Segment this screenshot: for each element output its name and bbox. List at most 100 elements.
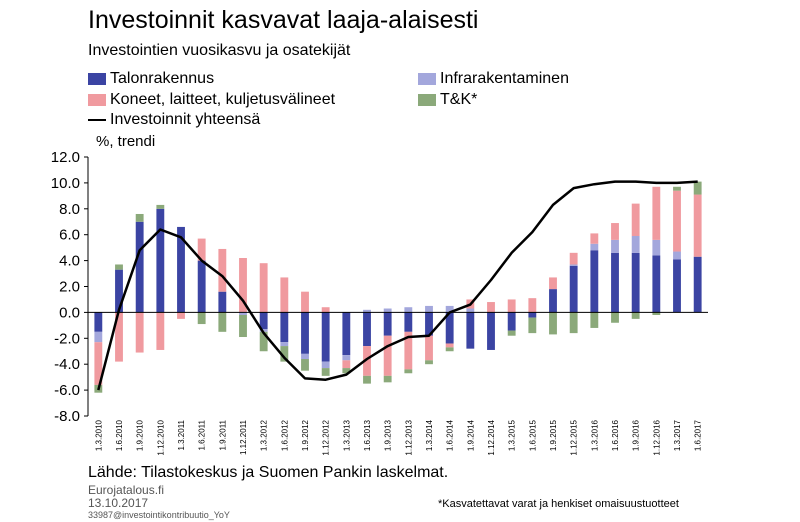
- legend-label-talonrakennus: Talonrakennus: [110, 70, 215, 87]
- bar-segment-infra: [466, 308, 475, 313]
- bar-segment-talo: [549, 289, 557, 313]
- bar-segment-tk: [156, 204, 165, 209]
- bar-segment-tk: [280, 346, 289, 362]
- bar-segment-koneet: [135, 312, 144, 353]
- source-text: Lähde: Tilastokeskus ja Suomen Pankin la…: [88, 464, 449, 481]
- bar-segment-talo: [156, 208, 165, 313]
- bar-segment-infra: [631, 235, 640, 253]
- y-tick-label: 8.0: [59, 201, 80, 218]
- bar-segment-tk: [590, 312, 599, 328]
- legend-label-tk: T&K*: [440, 91, 478, 108]
- x-axis-labels: 1.3.2010 1.6.2010 1.9.2010 1.12.2010 1.3.201…: [94, 419, 702, 455]
- legend-swatch-talonrakennus: [88, 73, 106, 85]
- bar-segment-talo: [383, 312, 392, 336]
- bar-segment-infra: [590, 243, 599, 251]
- bar-segment-koneet: [218, 248, 227, 292]
- bar-segment-tk: [611, 312, 619, 323]
- y-tick-label: -4.0: [54, 356, 80, 373]
- legend-label-total: Investoinnit yhteensä: [110, 111, 261, 128]
- legend-infrarakentaminen: Infrarakentaminen: [418, 70, 569, 88]
- bar-segment-talo: [363, 312, 371, 347]
- x-tick-label: 1.3.2011: [177, 419, 186, 450]
- y-tick-label: 6.0: [59, 227, 80, 244]
- bar-segment-talo: [528, 312, 537, 318]
- bar-segment-tk: [259, 331, 268, 352]
- x-tick-label: 1.3.2014: [425, 419, 434, 451]
- x-tick-label: 1.9.2016: [632, 419, 641, 451]
- bar-segment-infra: [259, 329, 268, 332]
- bar-segment-infra: [301, 353, 309, 360]
- bar-segment-talo: [466, 312, 475, 349]
- legend-swatch-koneet: [88, 94, 106, 106]
- bar-segment-talo: [197, 260, 206, 313]
- bar-segment-koneet: [156, 312, 165, 350]
- y-axis-unit-label: %, trendi: [96, 133, 156, 150]
- bar-segment-talo: [342, 312, 351, 356]
- x-tick-label: 1.3.2012: [260, 419, 269, 451]
- y-tick-label: 2.0: [59, 279, 80, 296]
- bar-segment-tk: [404, 369, 413, 374]
- bar-segment-tk: [363, 375, 371, 384]
- bar-segment-talo: [590, 250, 599, 313]
- x-tick-label: 1.3.2015: [508, 419, 517, 451]
- bar-segment-tk: [528, 317, 537, 334]
- bar-segment-koneet: [693, 194, 702, 257]
- x-tick-label: 1.3.2016: [590, 419, 599, 451]
- legend-koneet: Koneet, laitteet, kuljetusvälineet: [88, 91, 335, 109]
- x-tick-label: 1.3.2017: [673, 419, 682, 451]
- x-tick-label: 1.6.2017: [694, 419, 703, 451]
- x-tick-label: 1.6.2012: [280, 419, 289, 451]
- x-tick-label: 1.9.2011: [218, 419, 227, 450]
- chart-subtitle: Investointien vuosikasvu ja osatekijät: [88, 42, 351, 59]
- bar-segment-talo: [177, 226, 185, 313]
- bar-segment-koneet: [590, 233, 599, 244]
- bar-segment-tk: [135, 213, 144, 222]
- bar-segment-infra: [342, 355, 351, 361]
- y-tick-label: 4.0: [59, 253, 80, 270]
- bar-segment-tk: [549, 312, 557, 335]
- bar-segment-tk: [445, 347, 454, 352]
- bar-segment-koneet: [321, 307, 330, 313]
- bar-segment-koneet: [404, 331, 413, 370]
- date-text: 13.10.2017: [88, 496, 149, 510]
- bar-segment-koneet: [487, 302, 495, 313]
- bar-segment-infra: [652, 239, 661, 256]
- x-tick-label: 1.6.2015: [528, 419, 537, 451]
- bar-segment-koneet: [259, 263, 268, 313]
- x-tick-label: 1.6.2011: [198, 419, 207, 450]
- bar-segment-koneet: [549, 277, 557, 290]
- total-investment-line: [97, 180, 698, 391]
- legend-label-koneet: Koneet, laitteet, kuljetusvälineet: [110, 91, 336, 108]
- x-tick-label: 1.3.2013: [342, 419, 351, 451]
- bar-segment-talo: [507, 312, 516, 331]
- legend-swatch-tk: [418, 94, 436, 106]
- y-tick-label: 0.0: [59, 304, 80, 321]
- x-tick-label: 1.9.2010: [136, 419, 145, 451]
- bar-segment-tk: [693, 181, 702, 195]
- bar-segment-tk: [115, 264, 123, 270]
- bar-segment-koneet: [652, 186, 661, 240]
- legend-swatch-total: [88, 119, 106, 121]
- bar-segment-talo: [115, 269, 123, 313]
- bar-segment-tk: [197, 312, 206, 325]
- bar-segment-infra: [383, 308, 392, 313]
- bars: [94, 181, 702, 393]
- bar-segment-tk: [218, 312, 227, 332]
- legend-tk: T&K*: [418, 91, 477, 109]
- legend-label-infrarakentaminen: Infrarakentaminen: [440, 70, 569, 87]
- x-tick-label: 1.12.2011: [239, 419, 248, 455]
- bar-segment-tk: [342, 368, 351, 374]
- bar-segment-tk: [569, 312, 578, 334]
- bar-segment-tk: [507, 330, 516, 336]
- bar-segment-koneet: [507, 299, 516, 313]
- x-tick-label: 1.9.2012: [301, 419, 310, 451]
- bar-segment-koneet: [673, 190, 681, 252]
- bar-segment-koneet: [528, 298, 537, 313]
- x-tick-label: 1.9.2015: [549, 419, 558, 451]
- x-tick-label: 1.12.2013: [404, 419, 413, 455]
- bar-segment-koneet: [197, 238, 206, 261]
- y-tick-label: 10.0: [51, 175, 80, 192]
- bar-segment-tk: [425, 360, 433, 365]
- bar-segment-talo: [425, 312, 433, 336]
- bar-segment-talo: [218, 291, 227, 313]
